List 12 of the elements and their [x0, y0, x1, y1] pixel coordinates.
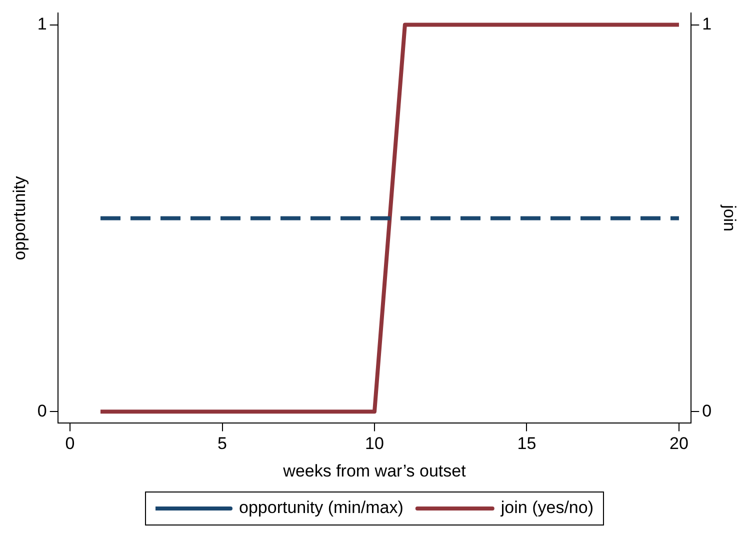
x-tick-label: 15: [517, 434, 536, 454]
y2-axis-title: join: [720, 204, 740, 232]
y2-tick-label: 1: [702, 14, 712, 34]
x-tick-label: 0: [65, 434, 75, 454]
legend-label: opportunity (min/max): [239, 498, 404, 518]
legend-label: join (yes/no): [500, 498, 594, 518]
x-tick-label: 10: [365, 434, 384, 454]
y-axis-title: opportunity: [10, 176, 29, 260]
x-tick-label: 5: [218, 434, 227, 454]
y2-tick-label: 0: [702, 401, 712, 420]
x-axis-title: weeks from war’s outset: [282, 461, 466, 480]
x-tick-label: 20: [670, 434, 688, 454]
